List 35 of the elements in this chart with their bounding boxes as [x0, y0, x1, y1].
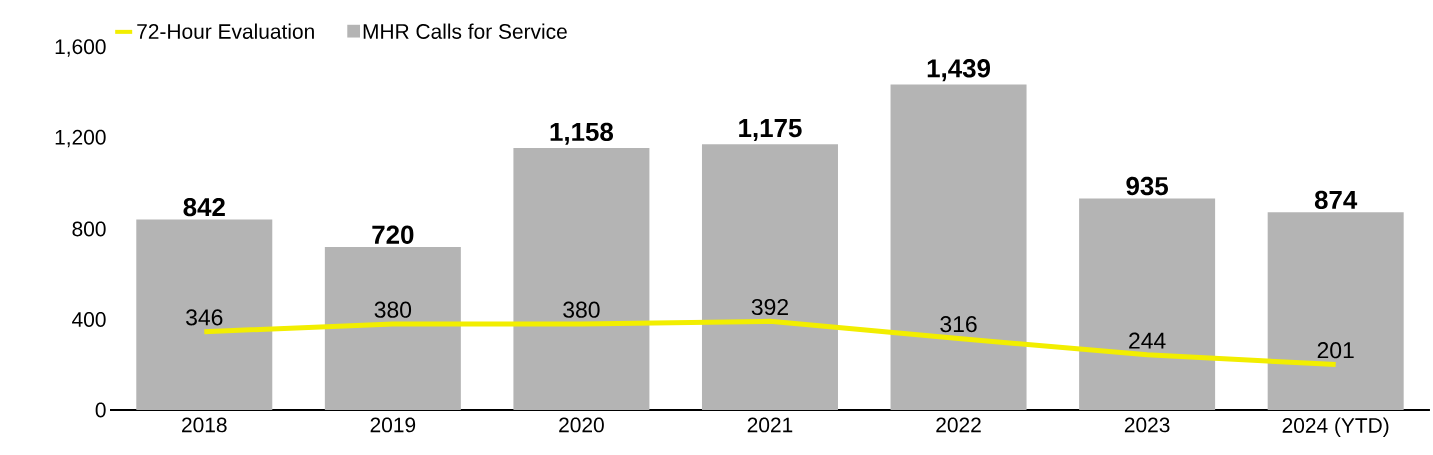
data-label: 380	[374, 301, 412, 318]
x-tick-label: 2023	[1124, 417, 1170, 433]
data-label: 380	[563, 301, 600, 318]
x-tick-label: 2018	[182, 417, 227, 433]
y-tick-label: 0	[95, 402, 106, 418]
x-tick-label: 2019	[370, 417, 416, 433]
legend-label: MHR Calls for Service	[363, 23, 567, 39]
data-label: 874	[1314, 190, 1358, 210]
bar	[513, 148, 650, 410]
bar	[890, 84, 1027, 410]
data-label: 346	[186, 309, 223, 326]
data-label: 1,439	[927, 59, 990, 82]
y-tick-label: 800	[72, 221, 106, 237]
data-label: 1,158	[550, 122, 614, 145]
y-tick-label: 400	[72, 312, 106, 327]
data-label: 201	[1317, 342, 1354, 359]
x-tick-label: 2020	[559, 417, 604, 433]
y-tick-label: 1,200	[55, 129, 106, 148]
x-tick-label: 2024 (YTD)	[1282, 417, 1389, 438]
data-label: 720	[372, 225, 414, 244]
bar	[1267, 212, 1404, 410]
legend-label: 72-Hour Evaluation	[137, 23, 314, 39]
data-label: 1,175	[739, 119, 802, 141]
data-label: 244	[1129, 332, 1166, 349]
data-label: 935	[1126, 176, 1168, 196]
bar	[1079, 198, 1216, 410]
data-label: 316	[940, 316, 977, 333]
x-tick-label: 2022	[936, 417, 981, 433]
y-tick-label: 1,600	[55, 39, 106, 57]
x-tick-label: 2021	[747, 417, 793, 433]
bar	[324, 247, 461, 410]
bar	[701, 144, 838, 410]
data-label: 392	[751, 298, 788, 316]
bar	[136, 219, 273, 410]
data-label: 842	[183, 197, 225, 217]
